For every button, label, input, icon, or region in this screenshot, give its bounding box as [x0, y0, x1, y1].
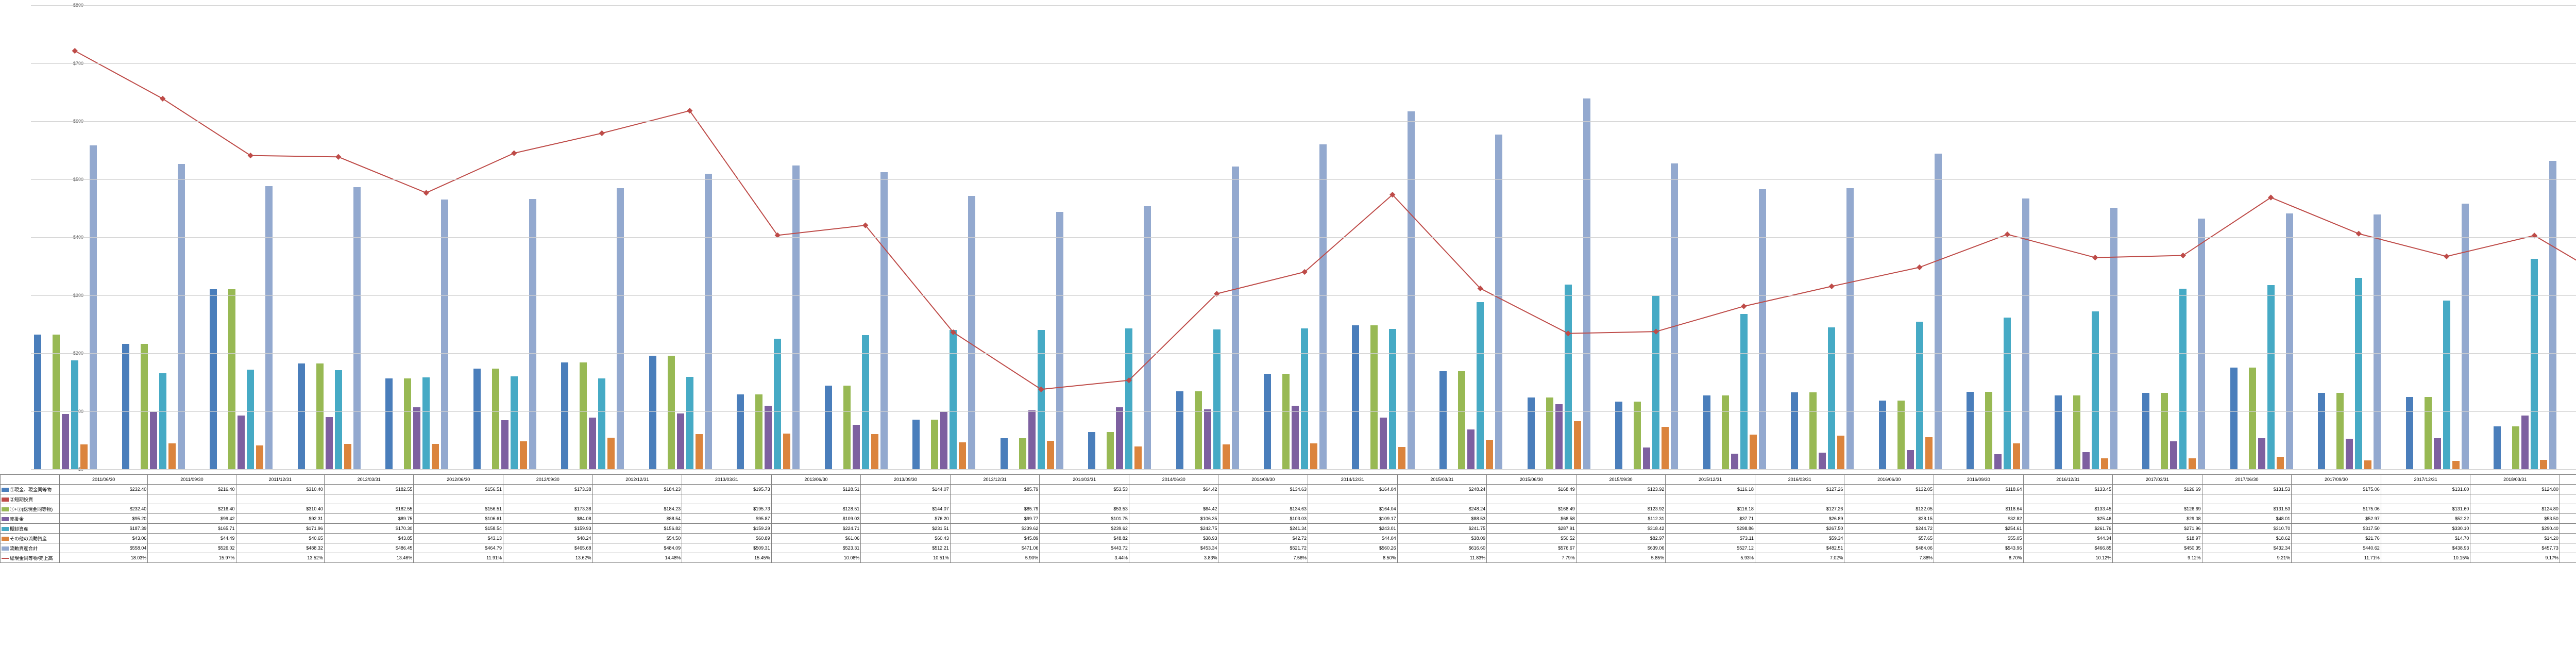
chart-container: (単位：百万USD) $0$100$200$300$400$500$600$70…	[0, 0, 2576, 663]
data-table: 2011/06/302011/09/302011/12/312012/03/31…	[0, 474, 2576, 563]
plot-area	[31, 5, 2576, 469]
